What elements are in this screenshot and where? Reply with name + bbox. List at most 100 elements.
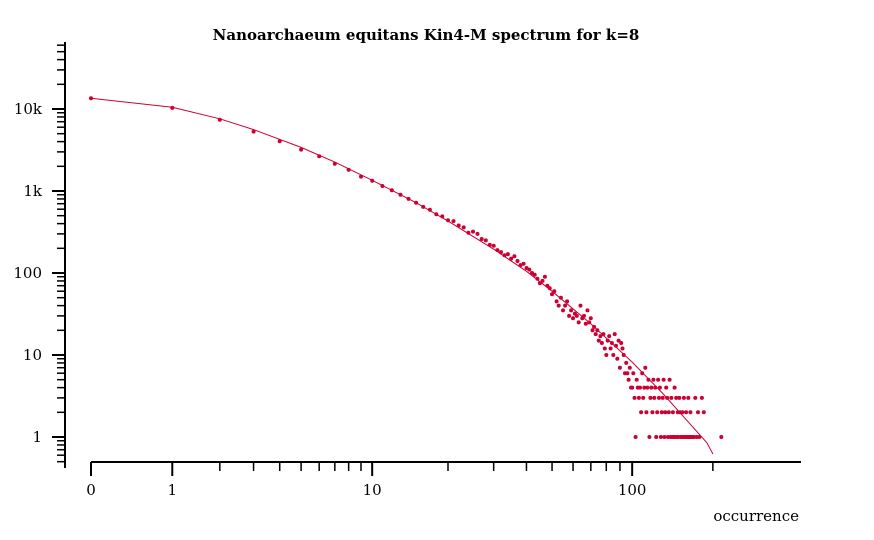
data-point [451,219,456,224]
data-point [487,242,492,247]
x-tick-label: 1 [168,481,178,499]
data-point [634,377,639,382]
data-point [479,237,484,241]
data-point [686,395,691,400]
data-point [505,252,510,257]
data-point [317,154,322,159]
data-point [547,286,552,291]
data-point [680,410,685,415]
data-point [621,353,626,357]
data-point [578,303,583,308]
data-point [669,395,674,400]
data-point [389,188,394,193]
data-point [656,377,661,382]
data-point [642,385,647,390]
data-point [332,161,337,166]
data-point [655,410,660,415]
data-point [657,395,661,400]
data-point [697,435,702,439]
data-point [359,174,363,179]
data-point [624,360,629,365]
y-tick-label: 10 [23,346,42,364]
data-point [630,385,635,390]
x-tick-label: 0 [86,481,96,499]
data-point [652,395,657,400]
data-point [619,341,624,345]
y-axis: 1 10 100 1k 10k [13,42,66,468]
data-point [466,230,471,235]
data-point [643,365,648,370]
data-point [666,410,671,415]
y-tick-label: 1k [23,182,43,200]
data-point [626,377,631,382]
data-point [614,343,618,348]
data-point [595,328,600,333]
data-point [681,395,686,400]
data-point [608,346,613,351]
data-point [499,250,503,255]
data-point [545,283,550,288]
data-point [649,385,654,390]
data-point [217,117,222,122]
data-point [440,214,445,219]
data-point [502,253,507,258]
data-point [701,410,706,415]
data-point [427,207,432,212]
data-point [647,435,652,439]
data-point [576,320,581,325]
data-point [582,313,586,318]
data-point [588,316,593,321]
data-point [471,229,475,234]
data-point [456,223,461,228]
data-point [406,196,411,201]
data-point [654,435,659,439]
data-point [509,256,514,261]
data-point [653,385,658,390]
data-point [558,295,563,300]
data-point [688,410,693,415]
data-point [672,385,677,390]
data-point [587,320,592,325]
data-point [542,274,547,279]
data-point [585,308,590,313]
data-point [646,377,651,382]
data-point [277,139,282,144]
data-point [670,410,675,415]
data-point [593,332,598,337]
data-point [598,334,603,339]
data-point [550,292,554,297]
data-point [664,385,669,390]
data-point [527,267,532,272]
data-point [641,395,646,400]
data-point [612,332,617,337]
data-point [602,346,607,351]
data-point [170,105,175,110]
data-point [648,395,653,400]
data-point [370,178,375,183]
data-point [251,129,256,134]
data-point [569,308,574,313]
data-point [532,272,537,277]
data-point [640,371,645,376]
data-point [491,243,496,248]
data-point [616,338,621,343]
data-point [659,410,664,415]
data-point [620,346,625,351]
data-point [605,338,610,343]
data-point [299,147,304,152]
data-point [699,395,704,400]
data-point [604,353,609,357]
data-point [421,204,426,209]
data-point [552,289,557,294]
x-tick-label: 100 [618,481,647,499]
y-tick-label: 100 [13,264,42,282]
data-point [583,321,588,326]
data-point [483,238,488,243]
data-point [89,96,93,101]
chart-title: Nanoarchaeum equitans Kin4-M spectrum fo… [213,26,640,44]
data-point [665,395,670,400]
data-point [540,278,545,283]
data-point [535,276,540,281]
data-point [607,334,612,339]
data-point [636,395,641,400]
